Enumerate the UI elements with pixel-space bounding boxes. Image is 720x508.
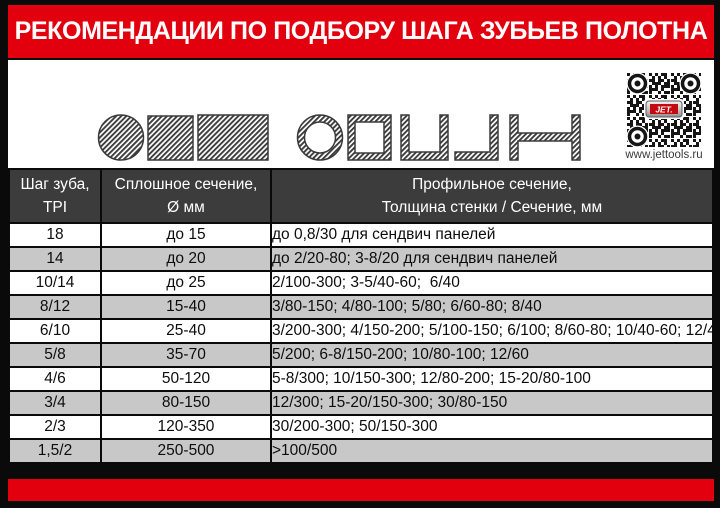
col-header-profile-section: Профильное сечение, Толщина стенки / Сеч… [270, 168, 714, 224]
solid-circle-icon [97, 114, 145, 161]
cross-section-shapes [97, 114, 581, 161]
qr-code: JET. [627, 73, 701, 147]
table-row: 1,5/2 250-500 >100/500 [8, 438, 714, 464]
cell-solid-section: 80-150 [100, 390, 272, 416]
tpi-recommendations-table: Шаг зуба, TPI Сплошное сечение, Ø мм Про… [8, 168, 714, 464]
cell-profile-section: 3/200-300; 4/150-200; 5/100-150; 6/100; … [270, 318, 714, 344]
cell-profile-section: >100/500 [270, 438, 714, 464]
solid-rectangle-icon [197, 114, 269, 161]
square-tube-icon [347, 114, 392, 161]
title-banner: РЕКОМЕНДАЦИИ ПО ПОДБОРУ ШАГА ЗУБЬЕВ ПОЛО… [8, 5, 714, 60]
jet-logo: JET. [644, 99, 684, 119]
table-header-row: Шаг зуба, TPI Сплошное сечение, Ø мм Про… [8, 168, 714, 224]
cell-tpi: 18 [8, 222, 102, 248]
cell-profile-section: 12/300; 15-20/150-300; 30/80-150 [270, 390, 714, 416]
table-row: 6/10 25-40 3/200-300; 4/150-200; 5/100-1… [8, 318, 714, 344]
cell-tpi: 6/10 [8, 318, 102, 344]
cell-profile-section: 3/80-150; 4/80-100; 5/80; 6/60-80; 8/40 [270, 294, 714, 320]
cell-tpi: 5/8 [8, 342, 102, 368]
cell-solid-section: 50-120 [100, 366, 272, 392]
table-row: 18 до 15 до 0,8/30 для сендвич панелей [8, 222, 714, 248]
cell-solid-section: 120-350 [100, 414, 272, 440]
cell-profile-section: до 2/20-80; 3-8/20 для сендвич панелей [270, 246, 714, 272]
cell-solid-section: до 25 [100, 270, 272, 296]
cell-solid-section: 35-70 [100, 342, 272, 368]
h-beam-icon [509, 114, 581, 161]
cell-profile-section: 30/200-300; 50/150-300 [270, 414, 714, 440]
cell-profile-section: 2/100-300; 3-5/40-60; 6/40 [270, 270, 714, 296]
cell-solid-section: до 20 [100, 246, 272, 272]
table-row: 10/14 до 25 2/100-300; 3-5/40-60; 6/40 [8, 270, 714, 296]
cell-tpi: 4/6 [8, 366, 102, 392]
table-row: 8/12 15-40 3/80-150; 4/80-100; 5/80; 6/6… [8, 294, 714, 320]
table-row: 5/8 35-70 5/200; 6-8/150-200; 10/80-100;… [8, 342, 714, 368]
col-header-solid-section: Сплошное сечение, Ø мм [100, 168, 272, 224]
cell-profile-section: 5/200; 6-8/150-200; 10/80-100; 12/60 [270, 342, 714, 368]
cell-tpi: 1,5/2 [8, 438, 102, 464]
qr-brand-block: JET. www.jettools.ru [612, 68, 716, 161]
page-title: РЕКОМЕНДАЦИИ ПО ПОДБОРУ ШАГА ЗУБЬЕВ ПОЛО… [14, 17, 708, 45]
cell-tpi: 10/14 [8, 270, 102, 296]
l-angle-icon [454, 114, 499, 161]
round-tube-icon [296, 114, 344, 161]
table-row: 14 до 20 до 2/20-80; 3-8/20 для сендвич … [8, 246, 714, 272]
table-body: 18 до 15 до 0,8/30 для сендвич панелей 1… [8, 222, 714, 464]
cell-solid-section: 250-500 [100, 438, 272, 464]
cell-tpi: 3/4 [8, 390, 102, 416]
cell-solid-section: 25-40 [100, 318, 272, 344]
table-row: 3/4 80-150 12/300; 15-20/150-300; 30/80-… [8, 390, 714, 416]
table-row: 2/3 120-350 30/200-300; 50/150-300 [8, 414, 714, 440]
cell-solid-section: 15-40 [100, 294, 272, 320]
jet-logo-text: JET. [655, 105, 672, 115]
website-url: www.jettools.ru [625, 149, 703, 161]
u-channel-icon [400, 114, 449, 161]
cell-profile-section: до 0,8/30 для сендвич панелей [270, 222, 714, 248]
col-header-tpi: Шаг зуба, TPI [8, 168, 102, 224]
cell-profile-section: 5-8/300; 10/150-300; 12/80-200; 15-20/80… [270, 366, 714, 392]
solid-square-icon [147, 115, 194, 161]
footer-red-bar [8, 479, 714, 501]
qr-finder-marks [627, 73, 701, 147]
table-row: 4/6 50-120 5-8/300; 10/150-300; 12/80-20… [8, 366, 714, 392]
sections-illustration-area: JET. www.jettools.ru [8, 60, 714, 168]
cell-tpi: 8/12 [8, 294, 102, 320]
cell-tpi: 14 [8, 246, 102, 272]
cell-solid-section: до 15 [100, 222, 272, 248]
cell-tpi: 2/3 [8, 414, 102, 440]
